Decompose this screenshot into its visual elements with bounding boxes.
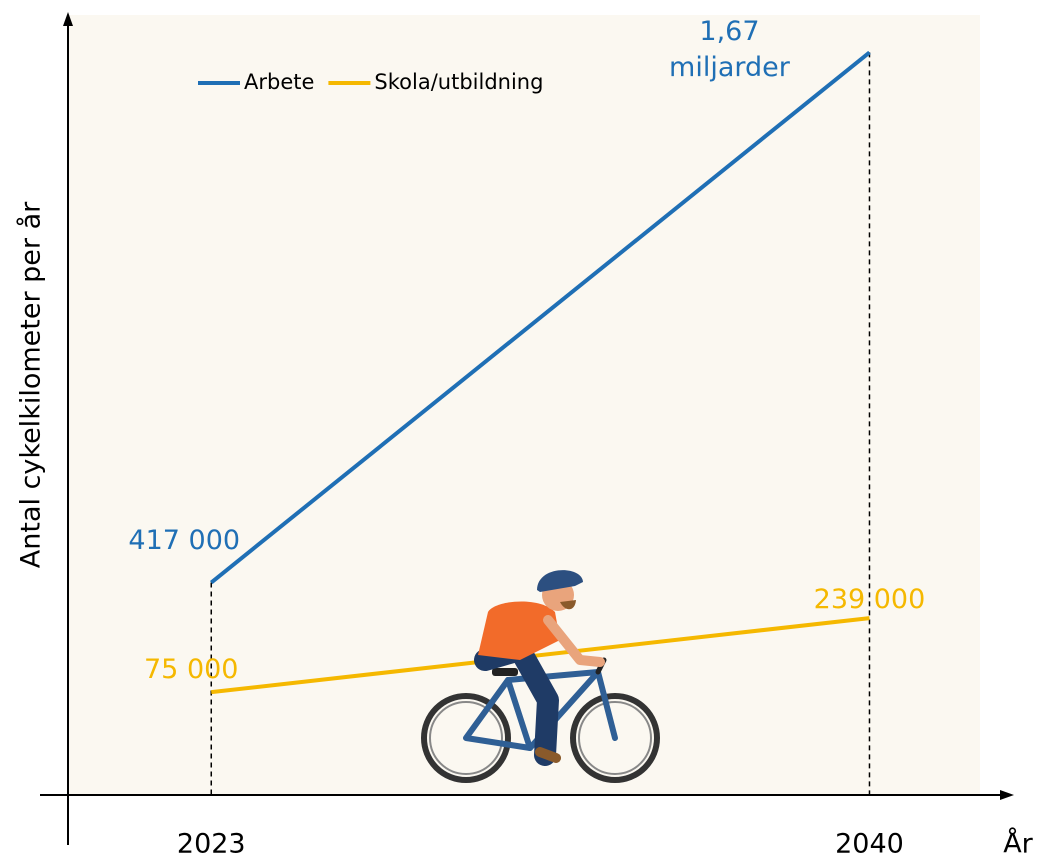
x-axis-label: År — [1003, 828, 1033, 860]
value-label: 417 000 — [128, 524, 241, 556]
value-label-box: 239 000 — [813, 584, 926, 616]
cyclist-illustration — [421, 570, 660, 783]
y-axis-arrow — [63, 12, 73, 26]
value-label-box: 1,67 miljarder — [669, 16, 790, 84]
value-label: 1,67 miljarder — [669, 16, 790, 84]
series-line — [210, 50, 871, 585]
x-tick-label: 2040 — [835, 829, 904, 860]
value-label-box: 75 000 — [144, 654, 239, 686]
value-label-box: 417 000 — [128, 524, 241, 556]
y-axis-label: Antal cykelkilometer per år — [16, 201, 47, 568]
x-tick-label: 2023 — [177, 829, 246, 860]
legend-label: Skola/utbildning — [374, 70, 543, 94]
x-axis-arrow — [1000, 790, 1014, 800]
series-line — [211, 616, 870, 695]
legend-label: Arbete — [244, 70, 314, 94]
marks-layer: 2023 2040 417 000 1,67 miljarder 75 000 239 0… — [128, 16, 926, 860]
value-label: 239 000 — [813, 584, 926, 616]
value-label: 75 000 — [144, 654, 239, 686]
